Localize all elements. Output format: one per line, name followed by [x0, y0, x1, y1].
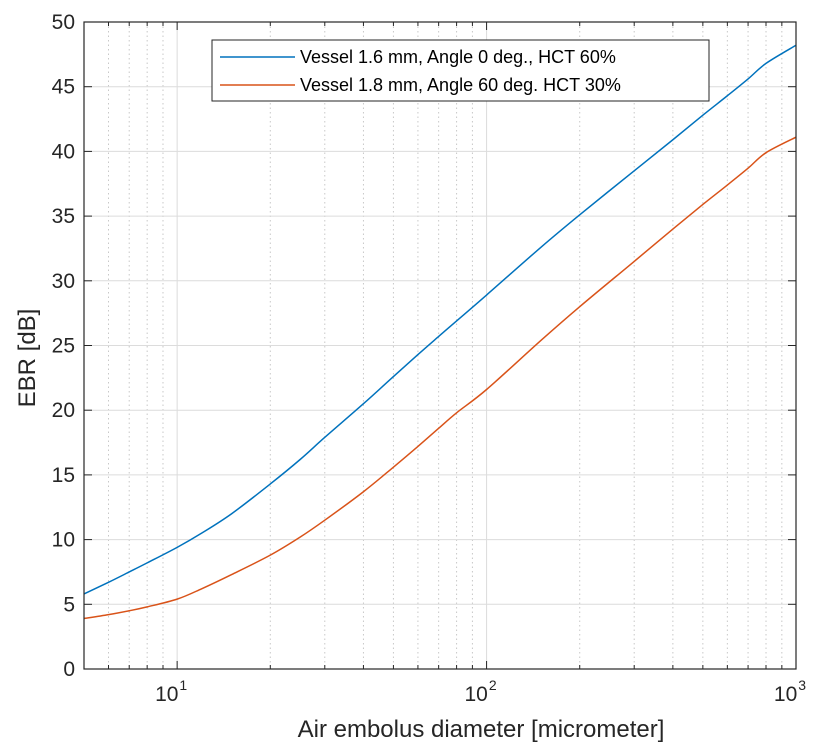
y-tick-label: 0 [63, 658, 75, 681]
legend-label-2: Vessel 1.8 mm, Angle 60 deg. HCT 30% [300, 75, 621, 95]
y-tick-label: 15 [52, 464, 75, 487]
x-tick-label: 101 [155, 677, 187, 706]
x-tick-labels: 101 102 103 [155, 677, 806, 706]
y-tick-label: 45 [52, 76, 75, 99]
y-axis-label: EBR [dB] [14, 309, 41, 408]
y-tick-label: 40 [52, 140, 75, 163]
x-axis-label: Air embolus diameter [micrometer] [298, 716, 665, 743]
y-tick-label: 25 [52, 335, 75, 358]
major-grid [84, 22, 796, 669]
tick-marks [83, 21, 797, 670]
y-tick-label: 35 [52, 205, 75, 228]
series-line-1 [83, 44, 797, 595]
x-tick-label: 103 [774, 677, 806, 706]
y-tick-label: 30 [52, 270, 75, 293]
y-tick-labels: 0 5 10 15 20 25 30 35 40 45 50 [52, 11, 75, 681]
series-line-2 [83, 136, 797, 620]
series-layer [83, 44, 797, 620]
legend-box [211, 39, 710, 102]
legend-label-1: Vessel 1.6 mm, Angle 0 deg., HCT 60% [300, 47, 616, 67]
y-tick-label: 20 [52, 399, 75, 422]
y-tick-label: 5 [63, 593, 75, 616]
y-tick-label: 50 [52, 11, 75, 34]
legend: Vessel 1.6 mm, Angle 0 deg., HCT 60% Vess… [211, 39, 710, 102]
x-tick-label: 102 [464, 677, 496, 706]
y-tick-label: 10 [52, 529, 75, 552]
